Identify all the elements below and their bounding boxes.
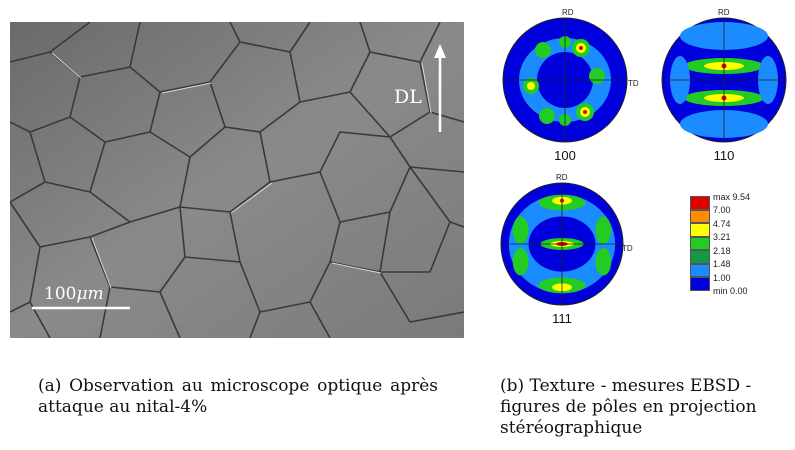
pole-figure-100-label: 100: [554, 148, 576, 163]
legend-swatch: [690, 223, 710, 237]
rd-axis-label: RD: [556, 173, 568, 182]
legend-swatch: [690, 250, 710, 264]
caption-a: (a) Observation au microscope optique ap…: [38, 376, 438, 417]
pole-figure-100: [502, 17, 628, 143]
pole-figure-111: [500, 182, 624, 306]
legend-swatch: [690, 277, 710, 291]
legend-entry: 4.74: [690, 219, 750, 237]
legend-swatch: [690, 263, 710, 277]
legend-swatch: [690, 196, 710, 210]
direction-label: DL: [394, 86, 422, 108]
optical-micrograph: [10, 22, 464, 338]
legend-swatch: [690, 209, 710, 223]
micrograph-image: [10, 22, 464, 338]
legend-entry: max 9.54: [690, 192, 750, 210]
scale-bar-label: 100μm: [44, 284, 104, 304]
legend-entry: min 0.00: [713, 286, 748, 297]
legend-swatch: [690, 236, 710, 250]
pole-figure-111-label: 111: [552, 311, 572, 326]
td-axis-label: TD: [628, 79, 639, 88]
pole-figure-110: [661, 17, 787, 143]
rd-axis-label: RD: [718, 8, 730, 17]
rd-axis-label: RD: [562, 8, 574, 17]
td-axis-label: TD: [622, 244, 633, 253]
intensity-legend: max 9.54 7.00 4.74 3.21 2.18 1.48 1.00 m…: [690, 192, 750, 304]
legend-entry: 7.00: [690, 205, 750, 223]
legend-entry: 3.21: [690, 232, 750, 250]
caption-b: (b) Texture - mesures EBSD - figures de …: [500, 376, 757, 438]
legend-entry: 1.48: [690, 259, 750, 277]
legend-entry: 1.00: [690, 273, 750, 291]
legend-entry: 2.18: [690, 246, 750, 264]
pole-figure-110-label: 110: [713, 148, 735, 163]
